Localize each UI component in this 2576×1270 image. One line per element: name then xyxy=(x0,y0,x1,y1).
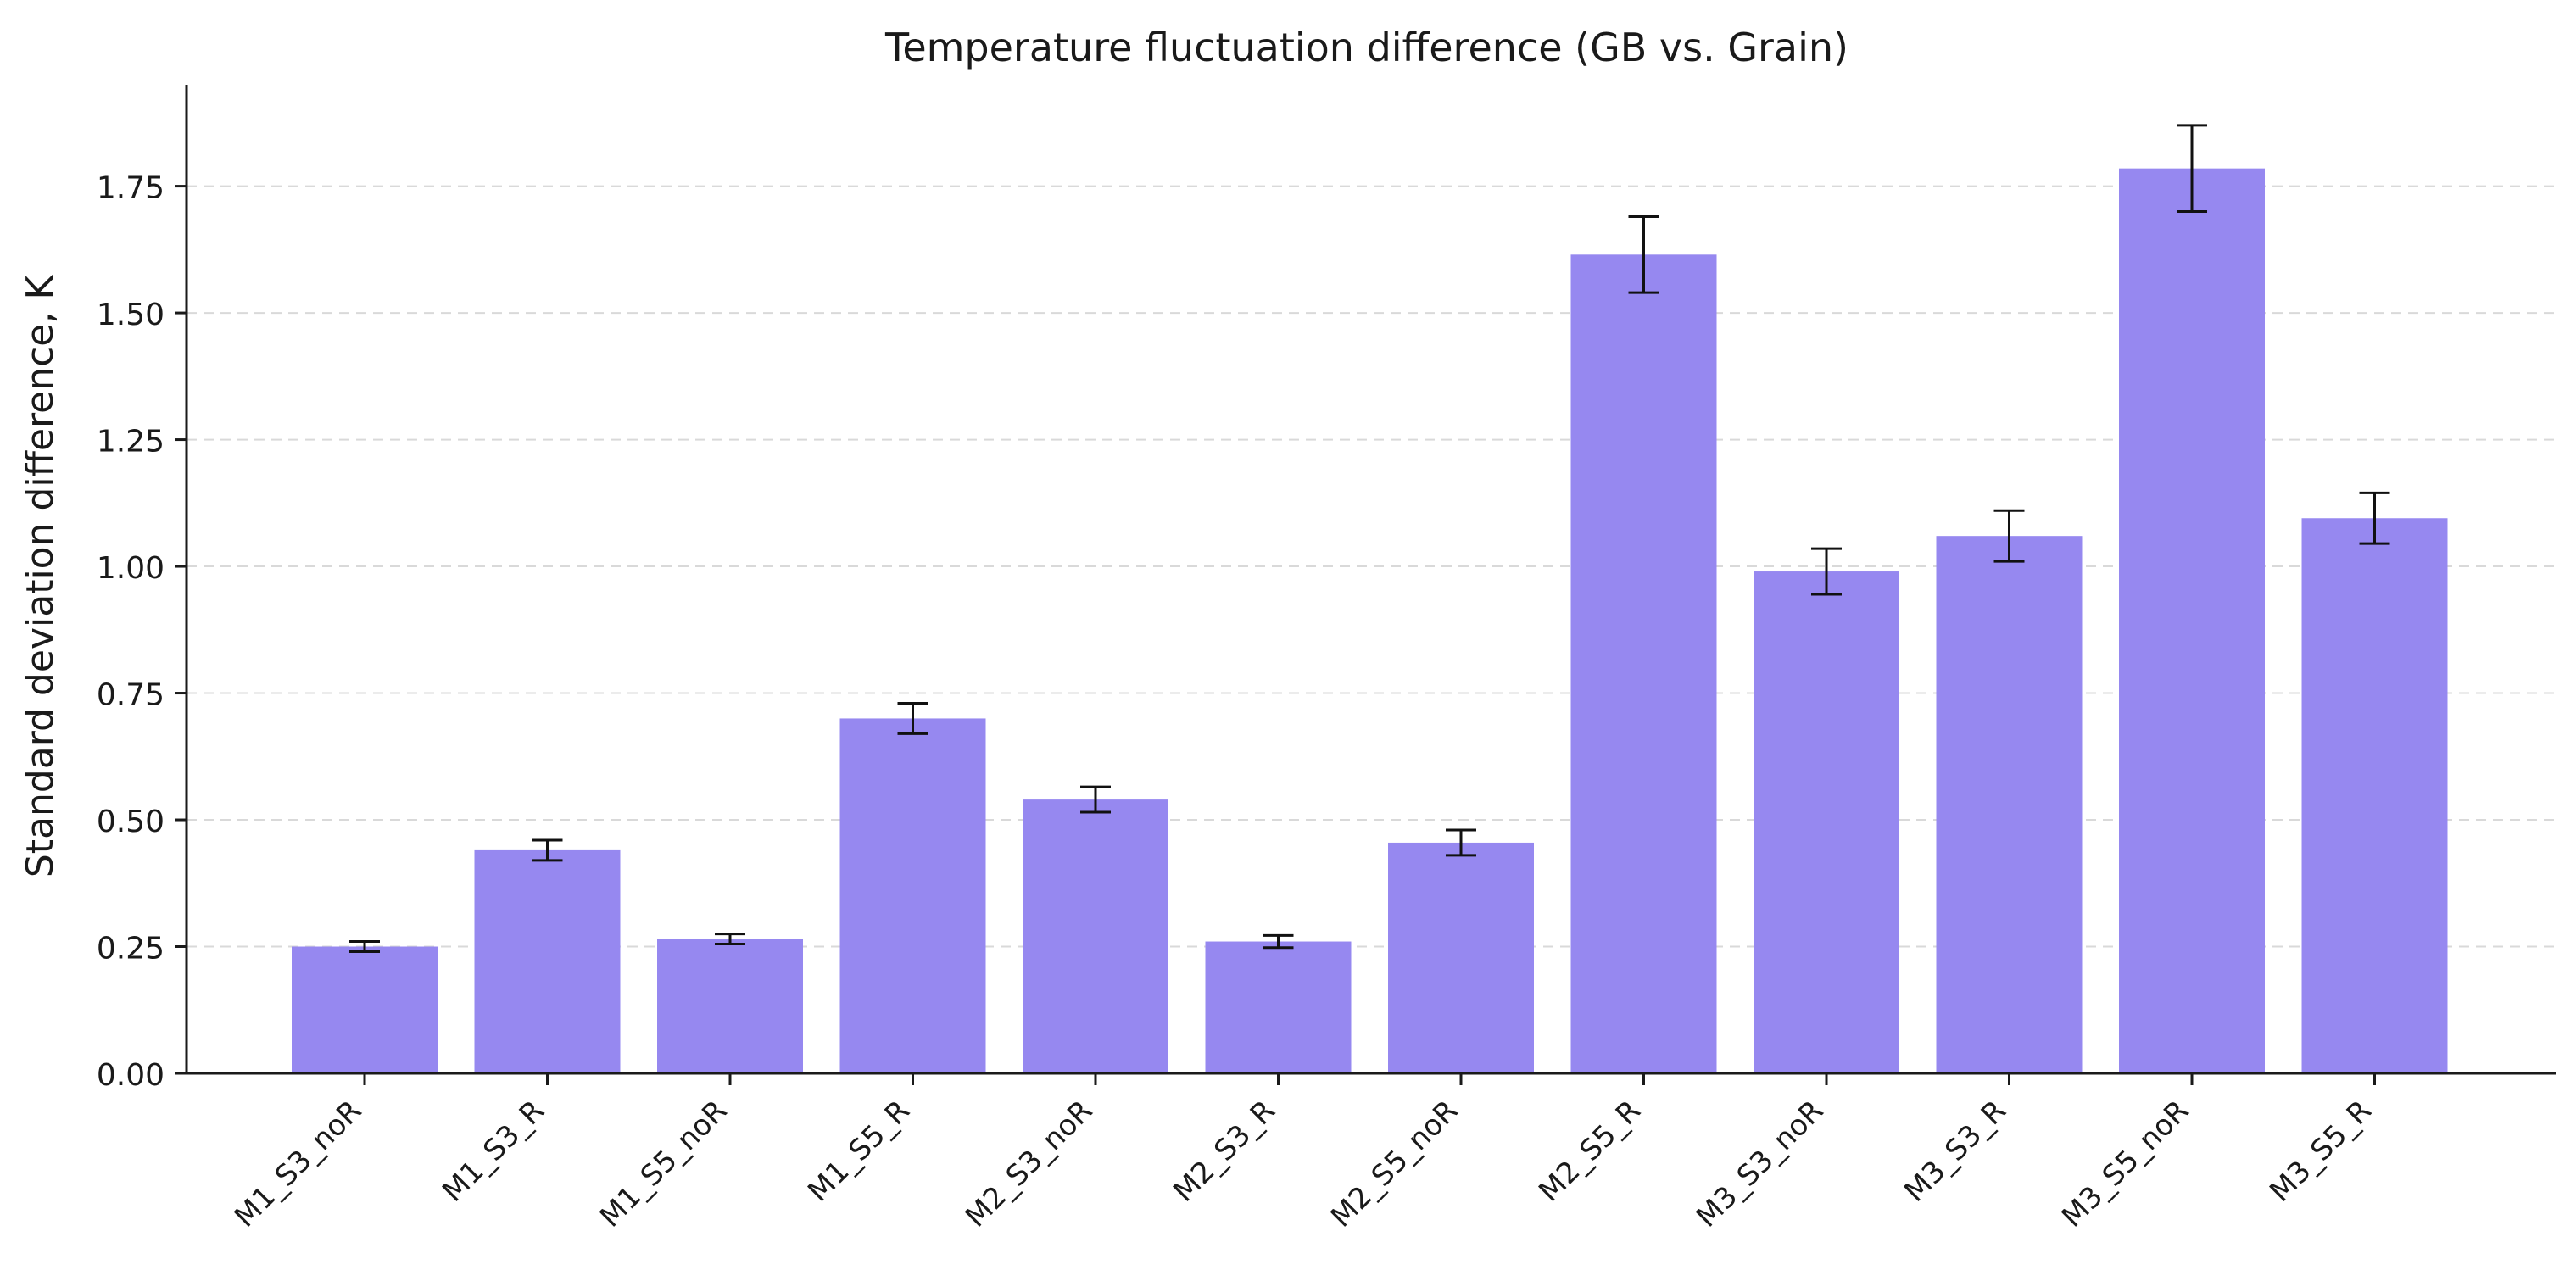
y-tick-label: 0.50 xyxy=(97,805,164,839)
bar xyxy=(657,939,803,1073)
bar xyxy=(1023,799,1168,1073)
y-tick-label: 0.75 xyxy=(97,678,164,713)
chart-title: Temperature fluctuation difference (GB v… xyxy=(884,25,1848,70)
bar xyxy=(292,946,438,1073)
bar xyxy=(2301,518,2448,1073)
bar xyxy=(1570,254,1717,1073)
y-tick-label: 0.00 xyxy=(97,1058,164,1093)
bar xyxy=(1388,842,1534,1073)
bar xyxy=(1936,536,2083,1073)
bar xyxy=(1754,571,1899,1073)
y-tick-label: 1.25 xyxy=(97,425,164,460)
bar xyxy=(1205,941,1352,1073)
y-ticks: 0.00 0.25 0.50 0.75 1.00 1.25 1.50 1.75 xyxy=(97,171,187,1093)
axes xyxy=(185,85,2556,1075)
y-tick-label: 1.75 xyxy=(97,171,164,206)
bar xyxy=(2119,168,2265,1074)
error-bars xyxy=(349,124,2390,953)
y-tick-label: 1.00 xyxy=(97,551,164,586)
bars xyxy=(292,168,2448,1074)
y-tick-label: 0.25 xyxy=(97,932,164,966)
y-tick-label: 1.50 xyxy=(97,298,164,332)
bar xyxy=(474,849,621,1073)
bar xyxy=(839,718,986,1073)
y-axis-label: Standard deviation difference, K xyxy=(19,275,62,878)
